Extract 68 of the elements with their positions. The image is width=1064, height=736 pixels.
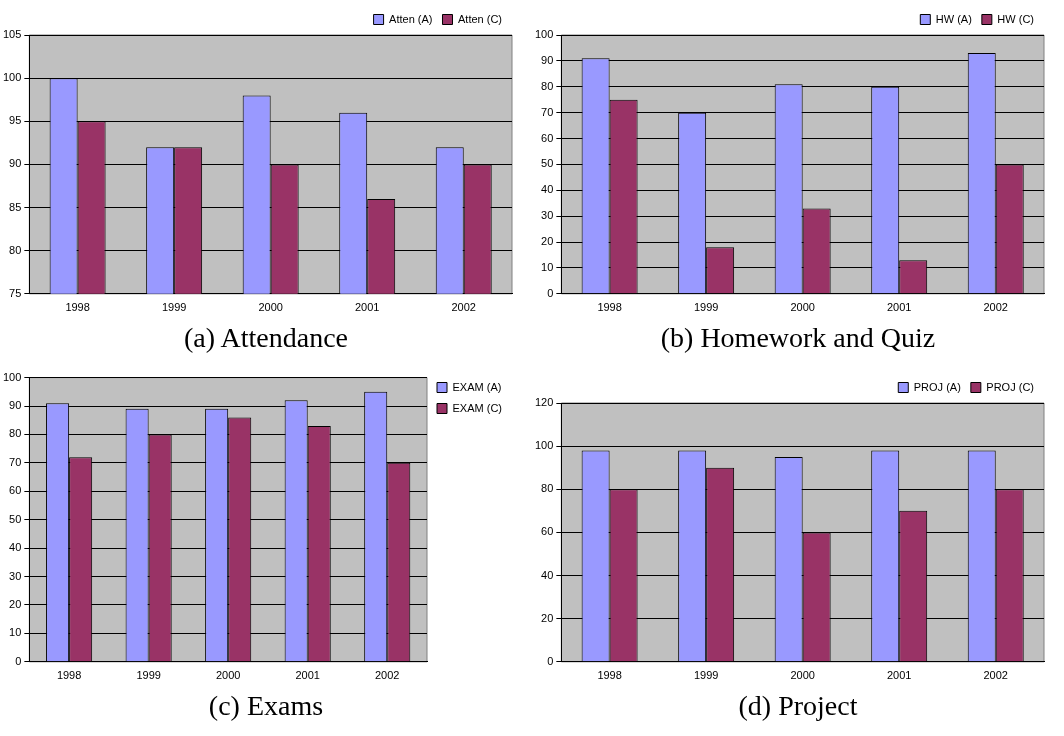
text: (c) Exams — [207, 690, 325, 722]
x-tick-label: 2000 — [258, 301, 283, 314]
x-tick-label: 2000 — [215, 669, 241, 682]
y-tick-label: 80 — [9, 427, 22, 440]
y-tick-label: 0 — [15, 654, 22, 667]
y-tick-label: 20 — [9, 597, 22, 610]
text: (d) Project — [737, 690, 859, 722]
legend-label: HW (A) — [935, 12, 972, 25]
y-tick-label: 95 — [9, 114, 22, 127]
y-tick-label: 0 — [547, 286, 554, 299]
y-tick-label: 100 — [534, 439, 554, 452]
y-tick-label: 30 — [9, 569, 22, 582]
legend-label: PROJ (C) — [986, 380, 1035, 393]
y-tick-label: 70 — [9, 455, 22, 468]
y-tick-label: 90 — [9, 157, 22, 170]
legend-label: HW (C) — [997, 12, 1034, 25]
y-tick-label: 75 — [9, 286, 22, 299]
legend-label: PROJ (A) — [913, 380, 961, 393]
y-tick-label: 0 — [547, 654, 554, 667]
x-tick-label: 2002 — [451, 301, 476, 314]
y-tick-label: 60 — [541, 131, 554, 144]
x-tick-label: 2001 — [295, 669, 320, 682]
x-tick-label: 1999 — [693, 301, 719, 314]
y-tick-label: 85 — [9, 200, 22, 213]
y-tick-label: 120 — [534, 396, 554, 409]
y-tick-label: 100 — [2, 71, 22, 84]
x-tick-label: 1999 — [161, 301, 187, 314]
x-tick-label: 1998 — [56, 669, 82, 682]
y-tick-label: 105 — [2, 28, 22, 41]
text: (a) Attendance — [183, 322, 349, 354]
y-tick-label: 20 — [541, 611, 554, 624]
y-tick-label: 80 — [541, 79, 554, 92]
y-tick-label: 40 — [9, 541, 22, 554]
y-tick-label: 60 — [541, 525, 554, 538]
y-tick-label: 70 — [541, 105, 554, 118]
x-tick-label: 1998 — [597, 301, 622, 314]
legend-label: Atten (A) — [389, 12, 433, 25]
y-tick-label: 100 — [534, 28, 554, 41]
x-tick-label: 1999 — [693, 669, 719, 682]
x-tick-label: 2002 — [983, 669, 1008, 682]
legend-label: EXAM (A) — [452, 380, 502, 393]
x-tick-label: 1998 — [65, 301, 90, 314]
legend-label: Atten (C) — [457, 12, 502, 25]
y-tick-label: 90 — [541, 53, 554, 66]
y-tick-label: 50 — [541, 157, 554, 170]
x-tick-label: 2001 — [886, 669, 912, 682]
y-tick-label: 10 — [541, 260, 554, 273]
text: (b) Homework and Quiz — [659, 322, 937, 354]
x-tick-label: 2002 — [374, 669, 400, 682]
x-tick-label: 2001 — [354, 301, 380, 314]
y-tick-label: 50 — [9, 512, 22, 525]
x-tick-label: 1999 — [136, 669, 161, 682]
y-tick-label: 90 — [9, 399, 22, 412]
x-tick-label: 1998 — [597, 669, 622, 682]
x-tick-label: 2000 — [790, 669, 815, 682]
legend-label: EXAM (C) — [452, 401, 502, 414]
y-tick-label: 40 — [541, 568, 554, 581]
x-tick-label: 2001 — [886, 301, 912, 314]
y-tick-label: 80 — [541, 482, 554, 495]
x-tick-label: 2000 — [790, 301, 815, 314]
y-tick-label: 100 — [2, 370, 22, 383]
y-tick-label: 20 — [541, 235, 554, 248]
x-tick-label: 2002 — [983, 301, 1008, 314]
y-tick-label: 40 — [541, 183, 554, 196]
y-tick-label: 10 — [9, 626, 22, 639]
y-tick-label: 30 — [541, 209, 554, 222]
y-tick-label: 60 — [9, 484, 22, 497]
y-tick-label: 80 — [9, 243, 22, 256]
